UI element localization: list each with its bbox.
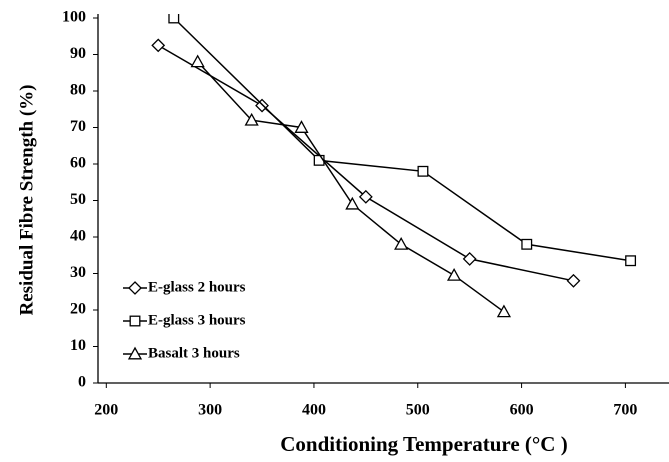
y-tick-label: 80 xyxy=(70,82,86,99)
y-tick-label: 50 xyxy=(70,191,86,208)
marker xyxy=(462,251,477,266)
legend-label: E-glass 2 hours xyxy=(148,279,246,295)
x-tick-label: 300 xyxy=(198,402,222,419)
marker xyxy=(566,273,581,288)
marker xyxy=(625,255,637,267)
series-line xyxy=(157,44,574,282)
y-tick-label: 90 xyxy=(70,45,86,62)
marker xyxy=(255,98,269,113)
marker xyxy=(190,54,205,68)
x-tick-label: 200 xyxy=(94,402,118,419)
legend-marker xyxy=(127,346,143,360)
y-tick-label: 20 xyxy=(70,301,86,318)
y-tick-label: 10 xyxy=(70,337,86,354)
legend-marker xyxy=(129,315,141,327)
x-tick-label: 700 xyxy=(613,402,637,419)
legend-label: E-glass 3 hours xyxy=(148,312,246,328)
marker xyxy=(358,189,373,204)
marker xyxy=(168,14,180,24)
x-tick-label: 600 xyxy=(510,402,534,419)
y-tick-label: 70 xyxy=(70,118,86,135)
marker xyxy=(244,112,259,126)
y-axis-label: Residual Fibre Strength (%) xyxy=(16,85,37,316)
x-tick-label: 500 xyxy=(406,402,430,419)
marker xyxy=(521,238,533,250)
legend-marker xyxy=(128,281,142,295)
legend-label: Basalt 3 hours xyxy=(148,345,240,361)
marker xyxy=(151,38,166,53)
series-line xyxy=(197,61,505,313)
plot-area xyxy=(151,14,637,318)
marker xyxy=(394,236,409,250)
marker xyxy=(345,196,360,210)
y-tick-label: 0 xyxy=(78,374,86,391)
y-tick-label: 100 xyxy=(62,9,86,26)
y-tick-label: 40 xyxy=(70,228,86,245)
x-axis-label: Conditioning Temperature (°C ) xyxy=(280,432,567,456)
y-tick-label: 60 xyxy=(70,155,86,172)
series-line xyxy=(173,17,631,262)
marker xyxy=(496,304,512,318)
x-tick-label: 400 xyxy=(302,402,326,419)
marker xyxy=(446,267,462,281)
y-tick-label: 30 xyxy=(70,264,86,281)
marker xyxy=(417,165,429,177)
marker xyxy=(294,120,309,133)
